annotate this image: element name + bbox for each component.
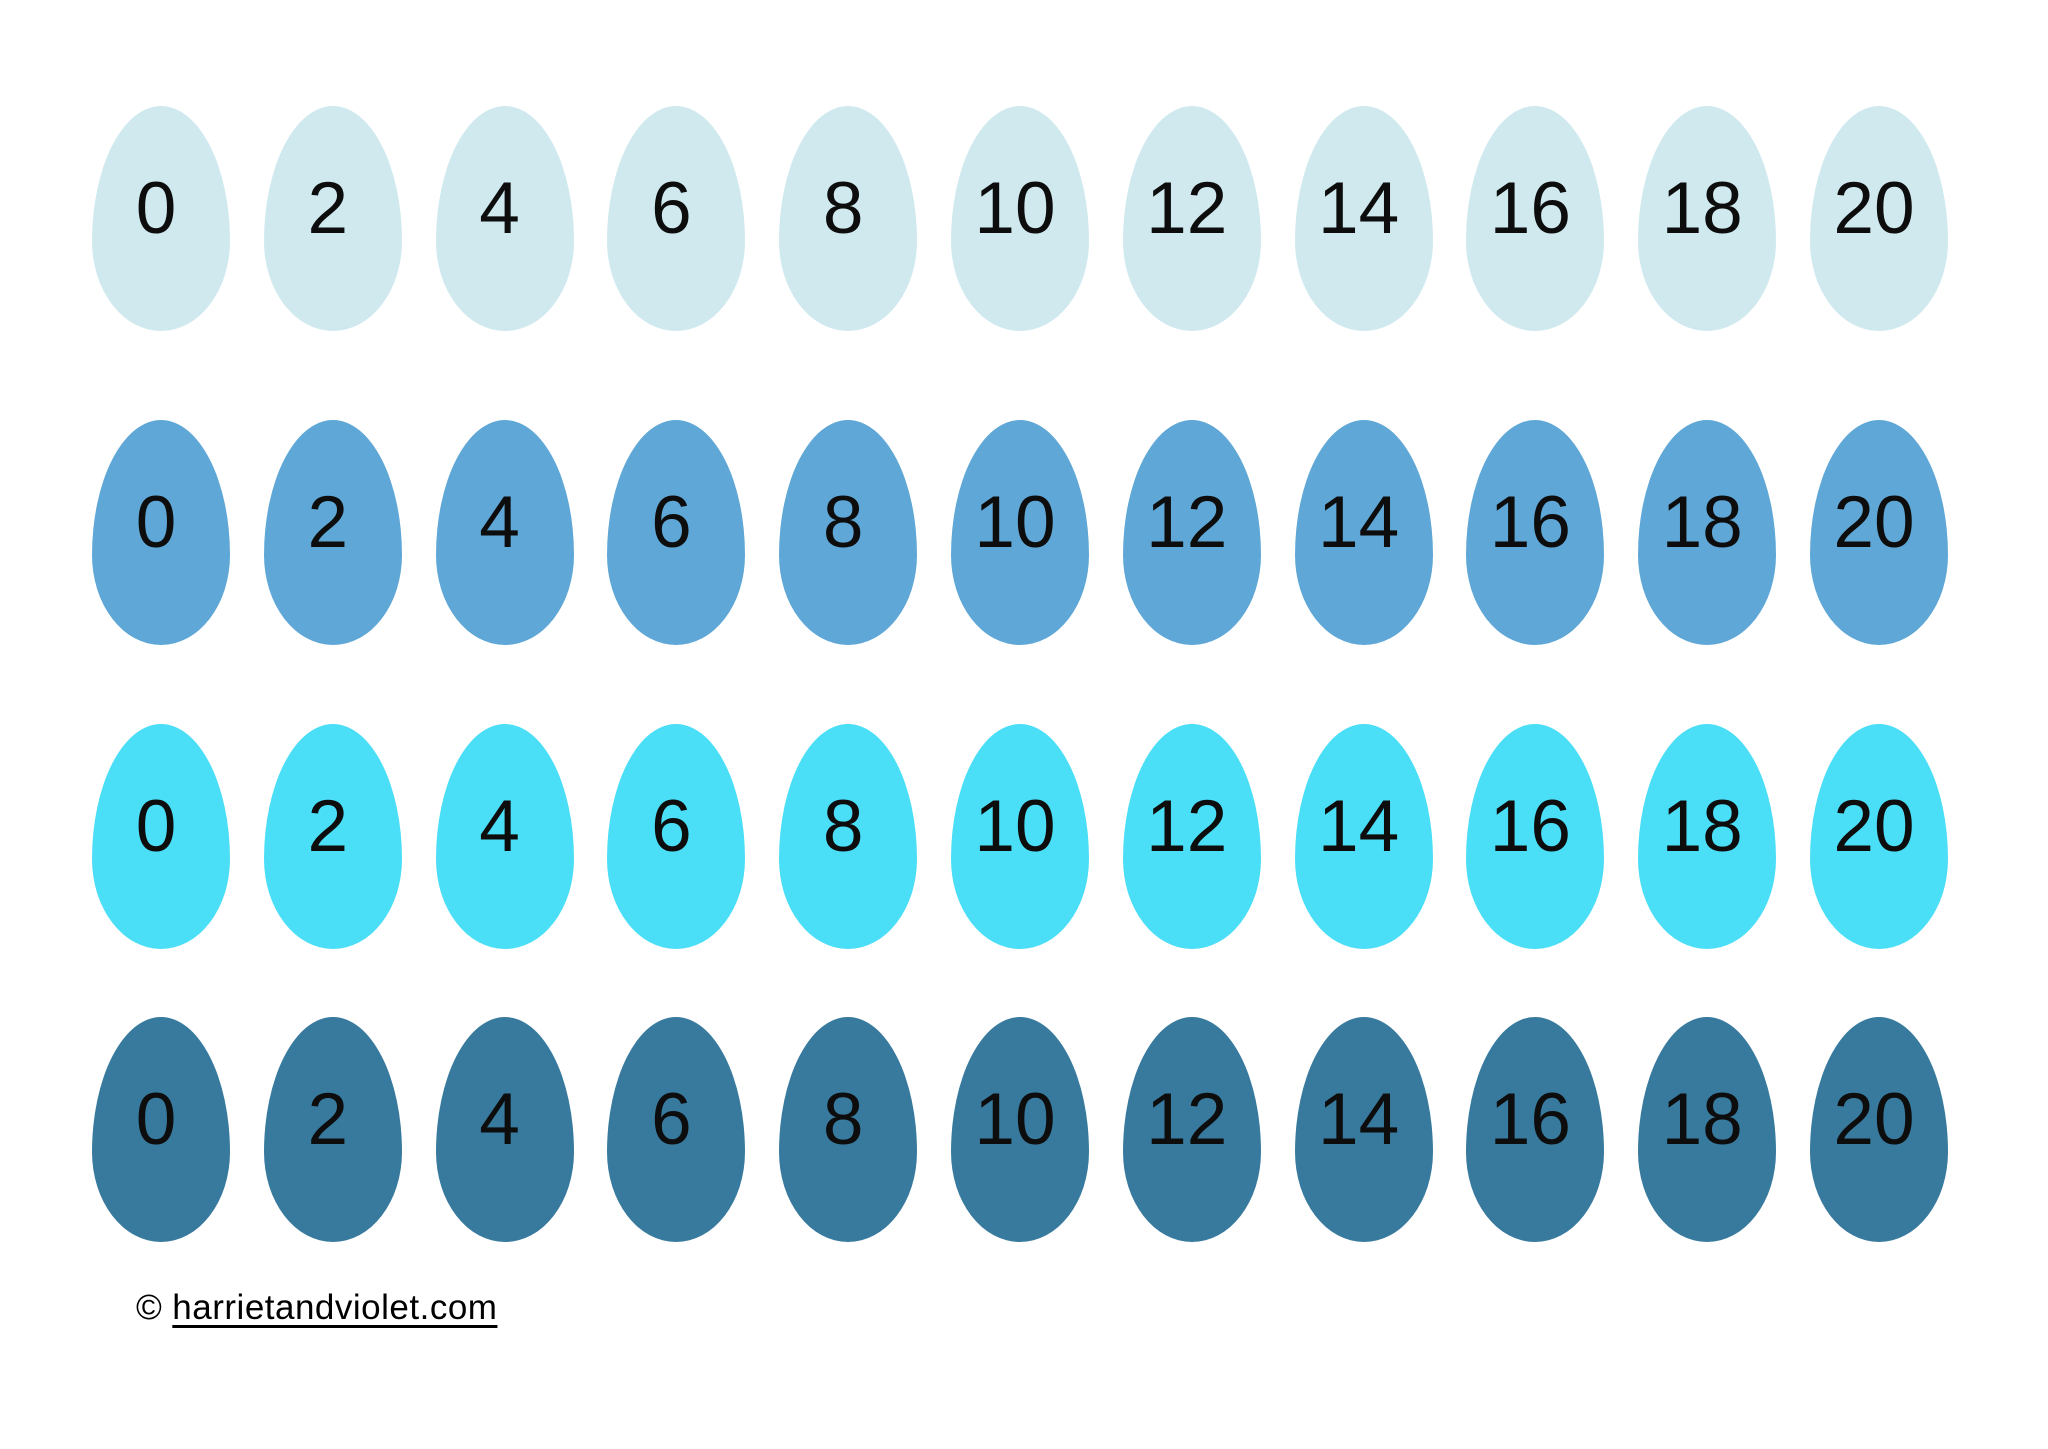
egg: 14 — [1294, 420, 1433, 645]
egg-number: 2 — [307, 786, 349, 867]
egg: 12 — [1122, 724, 1261, 949]
egg-number: 2 — [307, 482, 349, 563]
egg-number: 8 — [822, 482, 864, 563]
egg-number: 6 — [651, 1079, 692, 1160]
egg: 10 — [950, 724, 1089, 949]
egg: 18 — [1638, 1017, 1777, 1242]
copyright-symbol: © — [136, 1288, 163, 1327]
egg-number: 6 — [651, 786, 692, 867]
egg: 4 — [435, 724, 574, 949]
egg-number: 14 — [1317, 168, 1400, 249]
egg: 18 — [1638, 724, 1777, 949]
egg: 6 — [607, 724, 746, 949]
egg: 10 — [950, 1017, 1089, 1242]
egg-number: 4 — [479, 1079, 520, 1160]
egg-number: 12 — [1146, 482, 1228, 563]
egg-number: 12 — [1146, 786, 1228, 867]
egg-number: 20 — [1833, 1079, 1915, 1160]
egg-number: 16 — [1489, 786, 1571, 867]
egg: 0 — [92, 1017, 230, 1242]
egg: 16 — [1466, 1017, 1605, 1242]
pale-blue-egg-row: 0 2 4 6 8 10 12 14 16 18 20 — [92, 106, 1948, 331]
website-link[interactable]: harrietandviolet.com — [172, 1288, 498, 1327]
egg-number: 12 — [1146, 1079, 1228, 1160]
egg-number: 8 — [822, 786, 864, 867]
egg: 12 — [1122, 1017, 1261, 1242]
egg: 20 — [1809, 420, 1948, 645]
egg-number: 18 — [1661, 786, 1743, 867]
egg-number: 6 — [651, 168, 692, 249]
egg: 2 — [263, 1017, 402, 1242]
egg: 16 — [1466, 724, 1605, 949]
egg: 16 — [1466, 420, 1605, 645]
egg: 20 — [1809, 106, 1948, 331]
egg-number: 14 — [1317, 482, 1400, 563]
egg-number: 16 — [1489, 1079, 1571, 1160]
egg-number: 10 — [974, 1079, 1056, 1160]
egg: 20 — [1809, 1017, 1948, 1242]
egg-number: 4 — [479, 482, 520, 563]
dark-blue-egg-row: 0 2 4 6 8 10 12 14 16 18 20 — [92, 1017, 1948, 1242]
egg-number: 10 — [974, 482, 1056, 563]
egg: 2 — [263, 106, 402, 331]
egg: 2 — [263, 420, 402, 645]
egg-number: 0 — [135, 482, 177, 563]
egg: 8 — [779, 420, 918, 645]
egg-number: 10 — [974, 786, 1056, 867]
egg: 14 — [1294, 1017, 1433, 1242]
egg-number: 0 — [135, 1079, 177, 1160]
egg: 6 — [607, 106, 746, 331]
egg-number: 18 — [1661, 1079, 1743, 1160]
egg: 18 — [1638, 420, 1777, 645]
egg-number: 20 — [1833, 168, 1915, 249]
egg: 8 — [779, 724, 918, 949]
egg-number: 8 — [822, 1079, 864, 1160]
egg: 14 — [1294, 106, 1433, 331]
egg: 0 — [92, 724, 230, 949]
egg: 10 — [950, 420, 1089, 645]
egg: 4 — [435, 106, 574, 331]
egg: 0 — [92, 106, 230, 331]
egg-number: 12 — [1146, 168, 1228, 249]
egg: 12 — [1122, 106, 1261, 331]
egg-number: 16 — [1489, 482, 1571, 563]
egg: 4 — [435, 420, 574, 645]
egg-number: 10 — [974, 168, 1056, 249]
egg: 4 — [435, 1017, 574, 1242]
egg-number: 14 — [1317, 786, 1400, 867]
egg-number: 20 — [1833, 786, 1915, 867]
egg-number: 4 — [479, 168, 520, 249]
egg-number: 16 — [1489, 168, 1571, 249]
egg: 12 — [1122, 420, 1261, 645]
egg: 6 — [607, 1017, 746, 1242]
egg: 8 — [779, 106, 918, 331]
copyright-footer: © harrietandviolet.com — [136, 1288, 497, 1328]
egg-number: 6 — [651, 482, 692, 563]
egg-number: 14 — [1317, 1079, 1400, 1160]
egg-number: 20 — [1833, 482, 1915, 563]
egg-number: 18 — [1661, 168, 1743, 249]
egg: 16 — [1466, 106, 1605, 331]
egg-number: 2 — [307, 168, 349, 249]
egg-number: 18 — [1661, 482, 1743, 563]
egg-number: 2 — [307, 1079, 349, 1160]
cyan-egg-row: 0 2 4 6 8 10 12 14 16 18 20 — [92, 724, 1948, 949]
egg: 18 — [1638, 106, 1777, 331]
egg: 20 — [1809, 724, 1948, 949]
egg-number: 4 — [479, 786, 520, 867]
egg-number: 8 — [822, 168, 864, 249]
egg: 10 — [950, 106, 1089, 331]
egg: 6 — [607, 420, 746, 645]
egg: 2 — [263, 724, 402, 949]
egg-number: 0 — [135, 786, 177, 867]
egg: 0 — [92, 420, 230, 645]
medium-blue-egg-row: 0 2 4 6 8 10 12 14 16 18 20 — [92, 420, 1948, 645]
egg: 8 — [779, 1017, 918, 1242]
egg-number: 0 — [135, 168, 177, 249]
egg: 14 — [1294, 724, 1433, 949]
